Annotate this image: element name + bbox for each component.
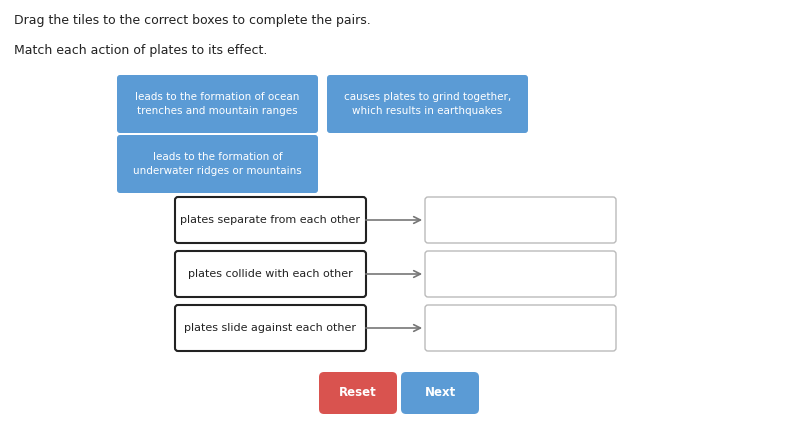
FancyBboxPatch shape [327, 75, 528, 133]
FancyBboxPatch shape [175, 197, 366, 243]
FancyBboxPatch shape [117, 75, 318, 133]
FancyBboxPatch shape [425, 305, 616, 351]
FancyBboxPatch shape [319, 372, 397, 414]
FancyBboxPatch shape [175, 251, 366, 297]
Text: Next: Next [424, 386, 456, 399]
Text: causes plates to grind together,
which results in earthquakes: causes plates to grind together, which r… [344, 92, 511, 116]
FancyBboxPatch shape [401, 372, 479, 414]
FancyBboxPatch shape [425, 251, 616, 297]
Text: plates collide with each other: plates collide with each other [188, 269, 353, 279]
FancyBboxPatch shape [117, 135, 318, 193]
Text: leads to the formation of
underwater ridges or mountains: leads to the formation of underwater rid… [133, 152, 302, 176]
Text: Reset: Reset [339, 386, 377, 399]
Text: plates slide against each other: plates slide against each other [185, 323, 357, 333]
Text: Drag the tiles to the correct boxes to complete the pairs.: Drag the tiles to the correct boxes to c… [14, 14, 370, 27]
Text: leads to the formation of ocean
trenches and mountain ranges: leads to the formation of ocean trenches… [135, 92, 300, 116]
FancyBboxPatch shape [425, 197, 616, 243]
FancyBboxPatch shape [175, 305, 366, 351]
Text: plates separate from each other: plates separate from each other [181, 215, 361, 225]
Text: Match each action of plates to its effect.: Match each action of plates to its effec… [14, 44, 267, 57]
